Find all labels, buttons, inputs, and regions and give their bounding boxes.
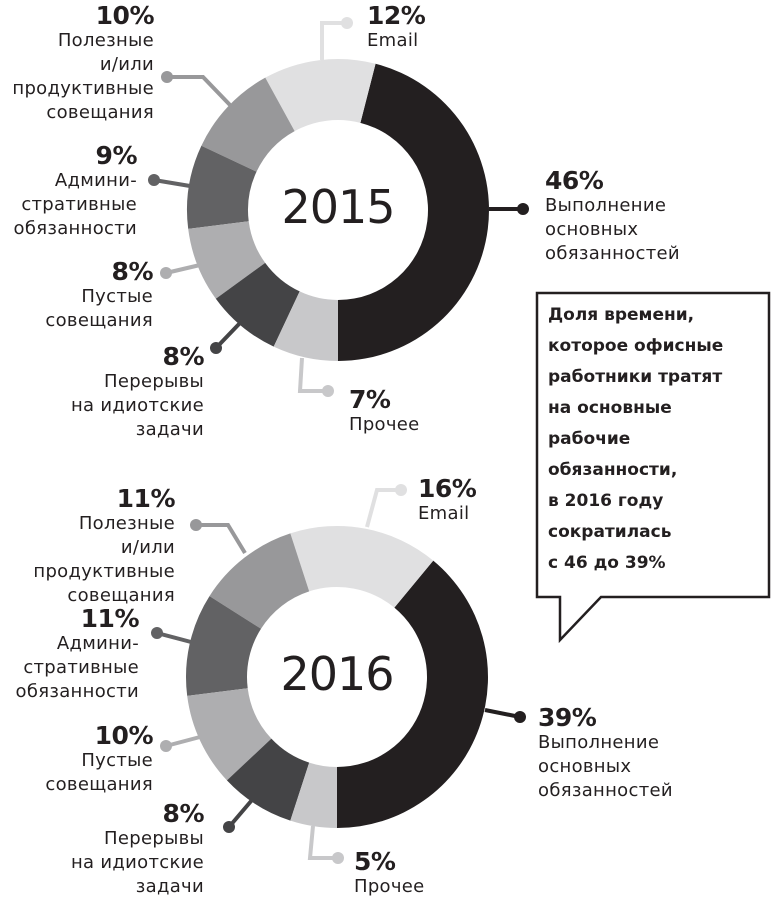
leader-email-2016 — [365, 488, 401, 528]
pct-breaks-2016: 8% — [162, 799, 205, 828]
donut-segment-email — [290, 526, 434, 608]
pct-main-2016: 39% — [538, 703, 597, 732]
pct-email-2016: 16% — [418, 474, 477, 503]
donut-segment-breaks — [226, 738, 310, 821]
name-useful-2015: Полезные и/или продуктивные совещания — [12, 30, 154, 123]
donut-segment-other — [273, 291, 338, 361]
name-email-2016: Email — [418, 503, 470, 524]
pct-empty-2015: 8% — [111, 257, 154, 286]
name-useful-2016: Полезные и/или продуктивные совещания — [33, 513, 175, 606]
name-admin-2015: Админи- стративные обязанности — [13, 170, 137, 239]
pct-admin-2016: 11% — [80, 604, 140, 633]
name-empty-2016: Пустые совещания — [45, 750, 153, 795]
donut-chart-2015 — [186, 59, 490, 361]
pct-email-2015: 12% — [367, 1, 426, 30]
year-label-2015: 2015 — [281, 180, 395, 234]
leader-useful-2016 — [196, 523, 247, 555]
pct-empty-2016: 10% — [94, 721, 154, 750]
label-email-2015: 12% Email — [367, 1, 426, 53]
name-other-2015: Прочее — [349, 414, 420, 435]
label-empty-2016: 10% Пустые совещания — [45, 722, 153, 797]
name-main-2015: Выполнение основных обязанностей — [545, 195, 680, 264]
pct-breaks-2015: 8% — [162, 342, 205, 371]
year-label-2016: 2016 — [280, 647, 394, 701]
pct-admin-2015: 9% — [95, 141, 138, 170]
donut-segment-useful — [201, 77, 295, 172]
donut-segment-main — [337, 560, 488, 828]
leader-useful-2015 — [167, 75, 232, 107]
pct-other-2016: 5% — [354, 847, 396, 876]
pct-other-2015: 7% — [349, 385, 391, 414]
pct-useful-2015: 10% — [95, 1, 155, 30]
label-main-2015: 46% Выполнение основных обязанностей — [545, 167, 680, 266]
label-useful-2016: 11% Полезные и/или продуктивные совещани… — [33, 485, 175, 608]
label-breaks-2016: 8% Перерывы на идиотские задачи — [70, 799, 205, 899]
callout-bubble — [535, 291, 771, 644]
label-main-2016: 39% Выполнение основных обязанностей — [538, 704, 673, 803]
donut-segment-other — [290, 762, 337, 828]
label-empty-2015: 8% Пустые совещания — [45, 258, 153, 333]
name-breaks-2016: Перерывы на идиотские задачи — [70, 828, 204, 897]
leaders-2015 — [148, 17, 529, 397]
donut-segment-main — [338, 63, 490, 361]
label-useful-2015: 10% Полезные и/или продуктивные совещани… — [12, 2, 154, 125]
name-breaks-2015: Перерывы на идиотские задачи — [70, 371, 204, 440]
name-email-2015: Email — [367, 30, 419, 51]
leaders-2016 — [151, 484, 526, 864]
label-admin-2015: 9% Админи- стративные обязанности — [13, 141, 138, 241]
pct-useful-2016: 11% — [116, 484, 176, 513]
leader-admin-2015 — [153, 178, 191, 188]
donut-chart-2016 — [185, 526, 488, 828]
donut-segment-breaks — [215, 262, 300, 347]
label-other-2016: 5% Прочее — [354, 848, 425, 899]
leader-email-2015 — [320, 21, 347, 60]
name-main-2016: Выполнение основных обязанностей — [538, 732, 673, 801]
label-email-2016: 16% Email — [418, 474, 477, 526]
label-other-2015: 7% Прочее — [349, 386, 420, 437]
name-empty-2015: Пустые совещания — [45, 286, 153, 331]
name-other-2016: Прочее — [354, 876, 425, 897]
name-admin-2016: Админи- стративные обязанности — [15, 633, 139, 702]
label-admin-2016: 11% Админи- стративные обязанности — [15, 604, 140, 704]
callout-text: Доля времени, которое офисные работники … — [548, 305, 724, 573]
donut-segment-email — [265, 59, 376, 132]
leader-other-2015 — [297, 357, 328, 393]
donut-segment-admin — [186, 145, 257, 229]
donut-segment-useful — [209, 533, 310, 629]
donut-segment-empty — [188, 221, 266, 299]
pct-main-2015: 46% — [545, 166, 604, 195]
donut-segment-admin — [185, 596, 262, 696]
leader-other-2016 — [307, 825, 338, 860]
label-breaks-2015: 8% Перерывы на идиотские задачи — [70, 342, 205, 442]
donut-segment-empty — [187, 688, 272, 781]
